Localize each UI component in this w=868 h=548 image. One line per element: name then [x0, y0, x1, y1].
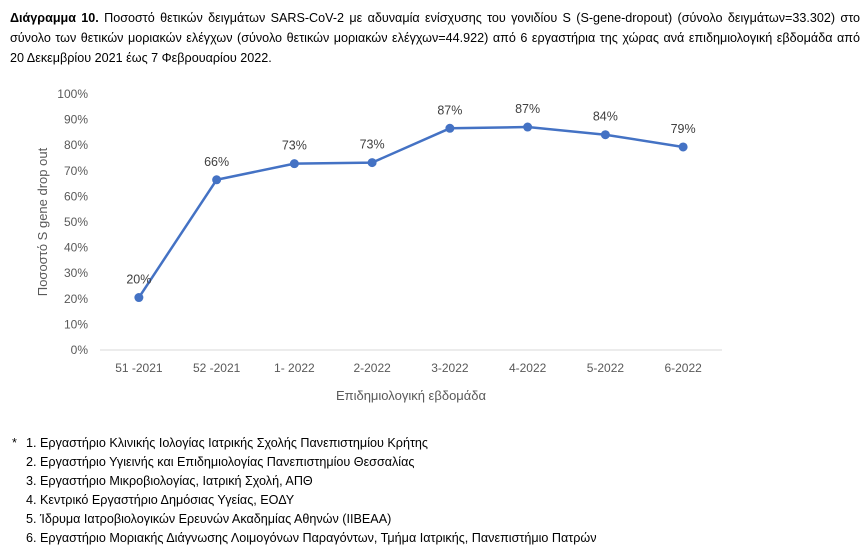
- y-tick-label: 60%: [64, 189, 88, 203]
- y-tick-label: 10%: [64, 317, 88, 331]
- x-tick-label: 1- 2022: [274, 361, 315, 375]
- data-point: [678, 142, 688, 152]
- x-tick-label: 2-2022: [353, 361, 391, 375]
- y-tick-label: 100%: [57, 87, 88, 101]
- data-point: [134, 293, 144, 303]
- data-label: 84%: [593, 110, 618, 124]
- y-tick-label: 80%: [64, 138, 88, 152]
- x-tick-label: 3-2022: [431, 361, 469, 375]
- data-label: 79%: [671, 122, 696, 136]
- y-tick-label: 20%: [64, 292, 88, 306]
- x-tick-label: 52 -2021: [193, 361, 241, 375]
- y-tick-label: 30%: [64, 266, 88, 280]
- note-item: 5. Ίδρυμα Ιατροβιολογικών Ερευνών Ακαδημ…: [12, 510, 597, 529]
- caption-text: Ποσοστό θετικών δειγμάτων SARS-CoV-2 με …: [10, 11, 860, 65]
- caption-label: Διάγραμμα 10.: [10, 11, 99, 25]
- data-point: [600, 130, 610, 140]
- data-label: 87%: [515, 102, 540, 116]
- figure-caption: Διάγραμμα 10. Ποσοστό θετικών δειγμάτων …: [10, 8, 860, 68]
- data-point: [367, 158, 377, 168]
- note-text: 3. Εργαστήριο Μικροβιολογίας, Ιατρική Σχ…: [26, 474, 313, 488]
- note-text: 1. Εργαστήριο Κλινικής Ιολογίας Ιατρικής…: [26, 436, 428, 450]
- series-line: [137, 125, 684, 299]
- y-tick-label: 90%: [64, 113, 88, 127]
- note-marker: *: [12, 436, 17, 450]
- data-point: [445, 123, 455, 133]
- note-item: * 1. Εργαστήριο Κλινικής Ιολογίας Ιατρική…: [12, 434, 597, 453]
- data-point: [523, 122, 533, 132]
- data-point: [289, 159, 299, 169]
- y-tick-label: 50%: [64, 215, 88, 229]
- x-tick-label: 6-2022: [664, 361, 702, 375]
- note-text: 6. Εργαστήριο Μοριακής Διάγνωσης Λοιμογό…: [26, 531, 597, 545]
- x-tick-label: 4-2022: [509, 361, 547, 375]
- note-text: 5. Ίδρυμα Ιατροβιολογικών Ερευνών Ακαδημ…: [26, 512, 392, 526]
- note-item: 3. Εργαστήριο Μικροβιολογίας, Ιατρική Σχ…: [12, 472, 597, 491]
- data-label: 73%: [282, 139, 307, 153]
- note-text: 2. Εργαστήριο Υγιεινής και Επιδημιολογία…: [26, 455, 415, 469]
- note-text: 4. Κεντρικό Εργαστήριο Δημόσιας Υγείας, …: [26, 493, 295, 507]
- x-tick-label: 5-2022: [587, 361, 625, 375]
- y-tick-label: 40%: [64, 241, 88, 255]
- data-labels: 20% 66% 73% 73% 87% 87% 84% 79%: [126, 102, 695, 286]
- y-axis: 0% 10% 20% 30% 40% 50% 60% 70% 80% 90% 100%: [57, 87, 88, 357]
- line-chart: 0% 10% 20% 30% 40% 50% 60% 70% 80% 90% 100% 51 -20…: [35, 87, 722, 403]
- x-axis: 51 -2021 52 -2021 1- 2022 2-2022 3-2022 4-202…: [115, 361, 702, 375]
- x-axis-title: Επιδημιολογική εβδομάδα: [336, 388, 487, 403]
- data-label: 20%: [126, 273, 151, 287]
- note-item: 6. Εργαστήριο Μοριακής Διάγνωσης Λοιμογό…: [12, 529, 597, 548]
- y-tick-label: 0%: [71, 343, 89, 357]
- data-point: [212, 175, 222, 185]
- y-tick-label: 70%: [64, 164, 88, 178]
- data-label: 73%: [360, 138, 385, 152]
- data-label: 66%: [204, 155, 229, 169]
- laboratory-notes: * 1. Εργαστήριο Κλινικής Ιολογίας Ιατρική…: [12, 434, 597, 548]
- note-item: 2. Εργαστήριο Υγιεινής και Επιδημιολογία…: [12, 453, 597, 472]
- data-label: 87%: [437, 103, 462, 117]
- y-axis-title: Ποσοστό S gene drop out: [35, 147, 50, 296]
- note-item: 4. Κεντρικό Εργαστήριο Δημόσιας Υγείας, …: [12, 491, 597, 510]
- data-points: [134, 122, 688, 303]
- x-tick-label: 51 -2021: [115, 361, 163, 375]
